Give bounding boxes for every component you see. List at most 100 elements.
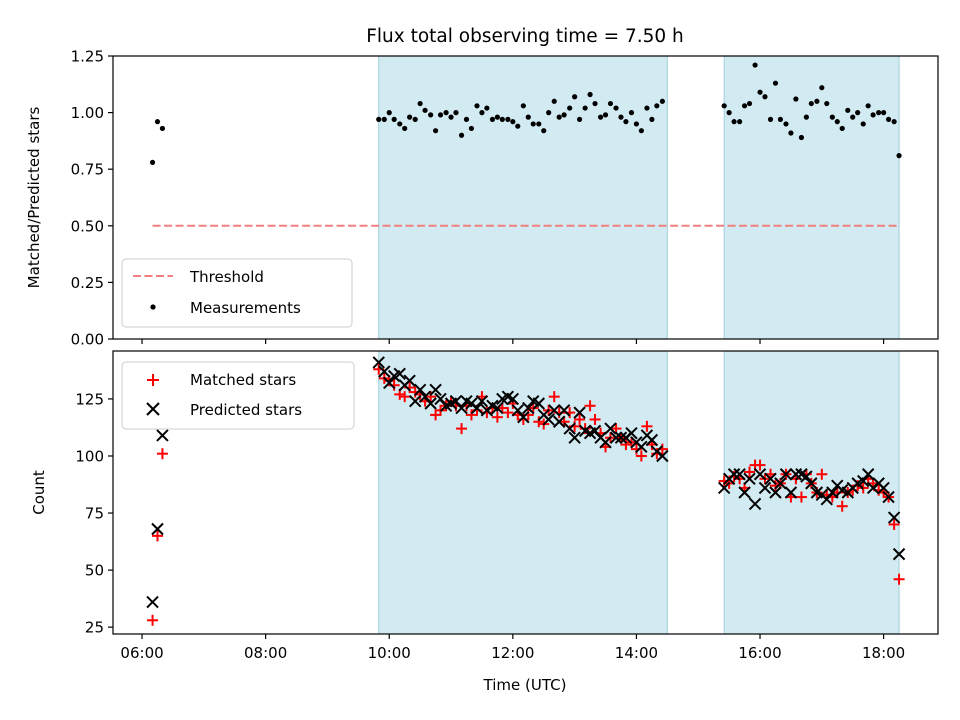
measurement-point [860,121,866,127]
measurement-point [876,110,882,116]
predicted-star-point [882,490,895,504]
x-tick-label: 10:00 [368,644,411,662]
measurement-point [551,98,557,104]
predicted-star-point [599,436,612,449]
measurement-point [741,103,748,109]
predicted-star-point [892,547,906,561]
measurement-point [644,105,650,111]
measurement-point [556,114,562,120]
predicted-star-point [727,468,741,481]
measurement-point [721,103,727,109]
y-tick-label: 0.00 [71,331,104,349]
predicted-star-point [548,404,561,417]
measurement-point [582,105,588,111]
legend-predicted-swatch [146,402,160,416]
measurement-point [520,103,526,109]
predicted-star-point [413,383,427,397]
measurement-point [891,119,897,125]
matched-star-point [574,413,586,425]
legend-predicted-label: Predicted stars [190,401,302,419]
predicted-star-point [573,406,586,419]
predicted-star-point [403,374,416,387]
measurement-point [412,116,418,122]
predicted-star-point [625,426,638,440]
measurement-point [453,110,459,116]
predicted-star-point [491,401,504,415]
measurement-point [417,100,423,107]
measurement-point [381,116,387,122]
measurement-point [515,123,521,129]
y-tick-label: 50 [85,562,104,580]
predicted-star-point [506,392,520,406]
predicted-star-point [769,486,782,499]
x-axis-label: Time (UTC) [483,676,567,694]
x-axis-ticks-top [141,339,885,344]
measurement-point [546,110,552,116]
predicted-star-point [857,474,870,488]
measurement-point [638,128,644,134]
predicted-star-point [517,410,530,424]
matched-star-point [816,468,828,480]
measurement-point [376,116,382,122]
predicted-star-point [424,397,437,410]
predicted-star-point [743,472,756,486]
measurement-point [819,85,825,91]
predicted-star-point [635,440,648,454]
figure-title: Flux total observing time = 7.50 h [366,26,684,47]
measurement-point [530,121,536,127]
panel-ratio: 0.00 0.25 0.50 0.75 1.00 1.25 Matched/Predict… [25,48,939,349]
measurement-point [525,114,531,120]
measurement-point [576,116,583,122]
measurement-point [592,100,598,107]
matched-star-point [836,500,848,512]
predicted-star-point [764,472,777,486]
y-tick-label: 100 [75,447,104,465]
predicted-star-point [429,383,442,397]
y-tick-label: 0.75 [71,161,104,179]
matched-star-point [635,450,647,462]
matched-star-point [465,409,477,421]
measurement-point [468,125,475,132]
measurement-point [814,98,820,104]
measurement-point [489,116,496,122]
shaded-regions [378,55,900,340]
y-tick-label: 75 [85,505,104,523]
y-tick-label: 125 [75,390,104,408]
predicted-star-point [532,397,545,410]
x-tick-label: 12:00 [491,644,534,662]
predicted-star-point [733,468,746,481]
measurement-point [628,110,635,116]
legend-matched-swatch [147,374,159,386]
matched-star-point [548,391,560,403]
predicted-star-point [156,429,169,442]
measurement-point [154,119,161,125]
predicted-star-point [656,449,669,463]
y-tick-label: 0.50 [71,217,104,235]
panel-counts: 25 50 75 100 125 06:00 08:00 10:00 12:00 14:00 16… [30,350,939,662]
predicted-star-point [475,395,489,408]
measurement-point [881,110,887,116]
matched-star-point [641,420,653,432]
measurement-point [834,119,840,125]
plot-frame-top [112,55,939,340]
matched-star-point [795,491,807,503]
predicted-star-point [563,422,576,435]
measurement-point [572,94,578,100]
measurement-point [746,100,753,107]
legend-threshold-label: Threshold [189,268,264,286]
predicted-star-point [887,511,901,524]
measurement-point [649,116,655,122]
matched-star-point [533,416,545,428]
measurement-point [536,121,542,127]
measurement-point [602,112,609,118]
measurement-point [386,110,392,116]
measurement-point [607,100,614,107]
legend-box-ratio [121,258,353,328]
measurement-point [159,125,166,132]
legend-box-count [121,361,355,430]
predicted-star-point [455,401,468,415]
matched-star-point [147,614,159,626]
measurement-point [798,134,805,141]
measurement-point [762,94,768,100]
